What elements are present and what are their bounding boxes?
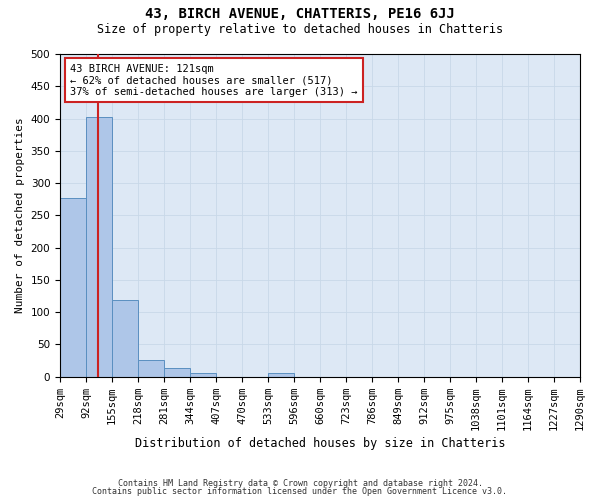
- Bar: [112, 300, 138, 376]
- Bar: [164, 368, 190, 376]
- Bar: [268, 374, 294, 376]
- Text: Contains HM Land Registry data © Crown copyright and database right 2024.: Contains HM Land Registry data © Crown c…: [118, 478, 482, 488]
- Y-axis label: Number of detached properties: Number of detached properties: [15, 118, 25, 313]
- Text: 43, BIRCH AVENUE, CHATTERIS, PE16 6JJ: 43, BIRCH AVENUE, CHATTERIS, PE16 6JJ: [145, 8, 455, 22]
- Text: 43 BIRCH AVENUE: 121sqm
← 62% of detached houses are smaller (517)
37% of semi-d: 43 BIRCH AVENUE: 121sqm ← 62% of detache…: [70, 64, 358, 97]
- Text: Size of property relative to detached houses in Chatteris: Size of property relative to detached ho…: [97, 22, 503, 36]
- Bar: [190, 374, 216, 376]
- Bar: [86, 116, 112, 376]
- Bar: [138, 360, 164, 376]
- Bar: [60, 198, 86, 376]
- X-axis label: Distribution of detached houses by size in Chatteris: Distribution of detached houses by size …: [135, 437, 505, 450]
- Text: Contains public sector information licensed under the Open Government Licence v3: Contains public sector information licen…: [92, 487, 508, 496]
